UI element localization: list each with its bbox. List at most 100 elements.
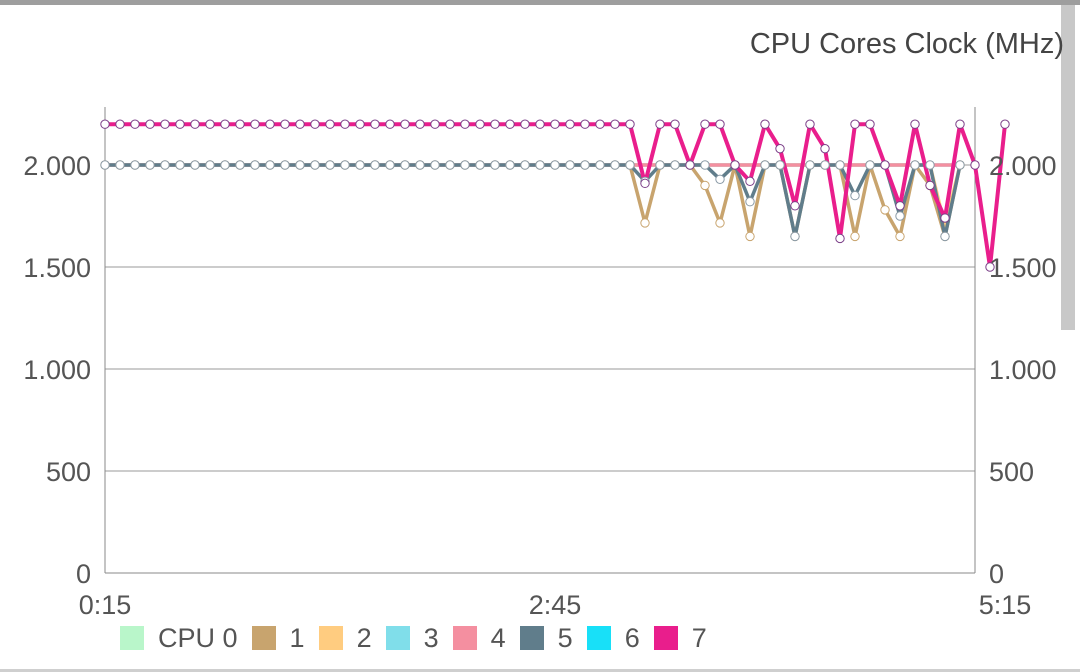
data-point-5 <box>625 160 635 170</box>
data-point-5 <box>535 160 545 170</box>
data-point-7 <box>340 119 350 129</box>
data-point-7 <box>145 119 155 129</box>
data-point-5 <box>145 160 155 170</box>
legend-swatch <box>586 626 611 650</box>
data-point-5 <box>715 174 725 184</box>
data-point-5 <box>175 160 185 170</box>
data-point-7 <box>625 119 635 129</box>
data-point-7 <box>445 119 455 129</box>
y-tick-label-right: 1.000 <box>989 355 1057 385</box>
data-point-1 <box>700 180 710 191</box>
y-tick-label-left: 2.000 <box>23 151 91 181</box>
x-tick-label: 2:45 <box>529 590 582 620</box>
data-point-5 <box>460 160 470 170</box>
data-point-7 <box>370 119 380 129</box>
legend-item: CPU 0 <box>120 623 238 654</box>
legend-swatch <box>251 626 276 650</box>
data-point-7 <box>220 119 230 129</box>
data-point-5 <box>160 160 170 170</box>
data-point-7 <box>790 201 800 211</box>
data-point-7 <box>835 233 845 244</box>
legend-swatch <box>452 626 477 650</box>
data-point-5 <box>910 160 920 170</box>
data-point-5 <box>430 160 440 170</box>
data-point-7 <box>895 201 905 211</box>
data-point-5 <box>385 160 395 170</box>
legend-swatch <box>385 626 410 650</box>
data-point-7 <box>640 178 650 189</box>
data-point-5 <box>565 160 575 170</box>
data-point-7 <box>190 119 200 129</box>
data-point-7 <box>940 213 950 223</box>
data-point-7 <box>610 119 620 129</box>
data-point-5 <box>295 160 305 170</box>
data-point-5 <box>820 160 830 170</box>
data-point-5 <box>130 160 140 170</box>
data-point-7 <box>760 119 770 129</box>
tick-labels: 0 0 500 500 1.000 1.000 1.500 1.500 2.000 2.000 0:… <box>23 151 1057 620</box>
data-point-7 <box>475 119 485 129</box>
legend-swatch <box>519 626 544 650</box>
data-point-7 <box>175 119 185 129</box>
data-point-7 <box>355 119 365 129</box>
chart-legend: CPU 0 1 2 3 4 5 6 7 <box>120 620 721 656</box>
data-point-7 <box>490 119 500 129</box>
data-point-7 <box>595 119 605 129</box>
data-point-5 <box>190 160 200 170</box>
x-tick-label: 0:15 <box>79 590 132 620</box>
data-point-7 <box>985 262 995 272</box>
data-point-5 <box>280 160 290 170</box>
data-point-5 <box>505 160 515 170</box>
data-point-7 <box>820 143 830 154</box>
data-point-5 <box>250 160 260 170</box>
data-point-7 <box>880 160 890 170</box>
y-tick-label-right: 1.500 <box>989 253 1057 283</box>
data-point-5 <box>805 160 815 170</box>
data-point-5 <box>370 160 380 170</box>
legend-item: 4 <box>452 622 506 654</box>
legend-label: 4 <box>490 622 506 653</box>
legend-item: 5 <box>519 622 573 654</box>
data-point-5 <box>310 160 320 170</box>
legend-label: 1 <box>289 622 305 653</box>
legend-swatch <box>318 626 343 650</box>
legend-swatch <box>120 626 144 650</box>
data-point-7 <box>535 119 545 129</box>
data-point-5 <box>595 160 605 170</box>
data-point-7 <box>430 119 440 129</box>
data-point-7 <box>100 119 110 129</box>
legend-label: 3 <box>423 622 439 653</box>
data-point-7 <box>295 119 305 129</box>
y-tick-label-left: 500 <box>46 457 91 487</box>
legend-label: 7 <box>691 622 707 653</box>
series-line-7 <box>105 122 1007 269</box>
legend-swatch <box>653 626 678 650</box>
data-point-7 <box>385 119 395 129</box>
data-point-7 <box>520 119 530 129</box>
scrollbar[interactable] <box>1061 5 1075 330</box>
data-point-7 <box>970 160 980 170</box>
legend-label: 5 <box>557 622 573 653</box>
data-point-5 <box>520 160 530 170</box>
data-point-7 <box>205 119 215 129</box>
data-point-5 <box>580 160 590 170</box>
data-point-5 <box>205 160 215 170</box>
data-point-7 <box>130 119 140 129</box>
data-point-5 <box>865 160 875 170</box>
data-point-7 <box>850 119 860 129</box>
data-point-5 <box>550 160 560 170</box>
legend-label: 2 <box>356 622 372 653</box>
data-point-1 <box>640 218 650 228</box>
data-point-7 <box>715 119 725 129</box>
data-point-7 <box>910 119 920 129</box>
axes <box>104 107 976 574</box>
data-point-7 <box>400 119 410 129</box>
data-point-5 <box>850 190 860 201</box>
legend-item: 7 <box>653 622 707 654</box>
data-point-5 <box>325 160 335 170</box>
legend-label: CPU 0 <box>158 622 238 653</box>
data-point-5 <box>445 160 455 170</box>
data-point-7 <box>235 119 245 129</box>
data-point-7 <box>550 119 560 129</box>
